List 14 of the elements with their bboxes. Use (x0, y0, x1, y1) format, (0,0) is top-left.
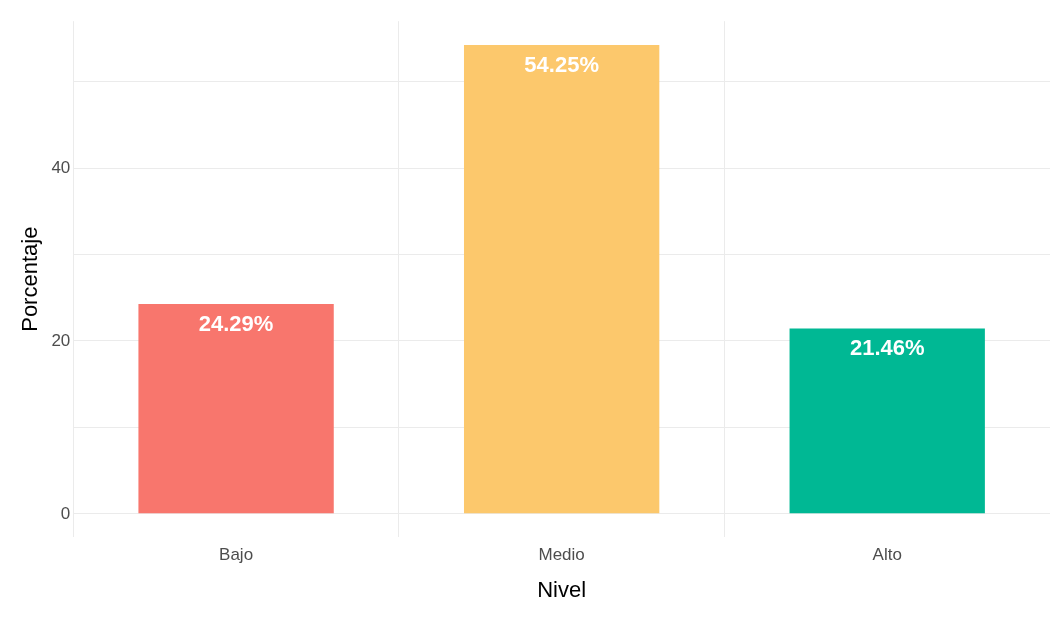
y-tick-label: 20 (51, 330, 71, 350)
bar (463, 44, 660, 514)
bar (789, 328, 985, 514)
data-label: 24.29% (198, 310, 274, 336)
data-label: 21.46% (849, 335, 925, 361)
y-tick-label: 40 (51, 157, 71, 177)
x-tick-label: Medio (538, 545, 585, 565)
x-tick-label: Alto (872, 545, 902, 565)
x-tick-label: Bajo (219, 545, 254, 565)
bar (138, 303, 334, 514)
y-tick-label: 0 (60, 503, 71, 523)
x-axis-title: Nivel (537, 576, 587, 602)
y-axis-title: Porcentaje (17, 226, 43, 332)
data-label: 54.25% (524, 52, 599, 78)
